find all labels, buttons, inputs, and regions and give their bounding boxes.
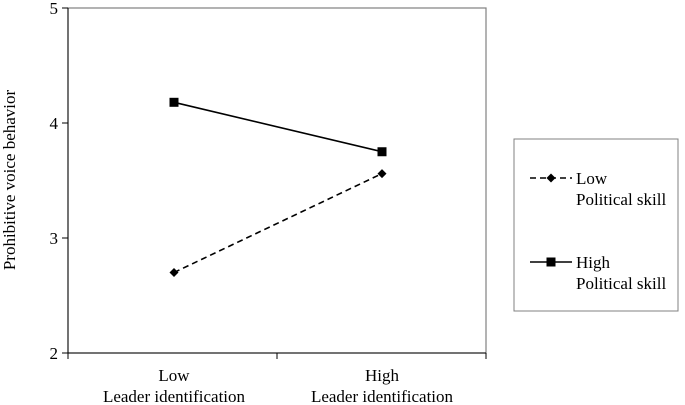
- data-point-marker: [169, 268, 179, 277]
- series-low-political-skill: [169, 169, 387, 277]
- legend: Low Political skill High Political skill: [530, 169, 666, 293]
- y-axis-title: Prohibitive voice behavior: [0, 89, 19, 270]
- x-ticks: Low Leader identification High Leader ident…: [67, 353, 487, 405]
- legend-label: High: [576, 253, 611, 272]
- data-point-marker: [377, 169, 387, 179]
- series-line: [173, 172, 383, 274]
- y-tick-label: 5: [50, 0, 59, 18]
- x-tick-label: Leader identification: [311, 387, 454, 405]
- series-line: [173, 101, 383, 153]
- legend-marker: [546, 257, 556, 267]
- legend-label: Political skill: [576, 274, 666, 293]
- y-tick-label: 2: [50, 344, 59, 363]
- y-tick-label: 3: [50, 229, 59, 248]
- x-tick-label: High: [365, 366, 400, 385]
- legend-box: [513, 138, 679, 312]
- series-high-political-skill: [169, 97, 387, 157]
- x-tick-label: Low: [158, 366, 190, 385]
- legend-marker: [546, 173, 556, 183]
- series-layer: [169, 97, 387, 277]
- plot-area: [67, 7, 487, 354]
- y-tick-label: 4: [50, 114, 59, 133]
- legend-label: Low: [576, 169, 608, 188]
- x-tick-label: Leader identification: [103, 387, 246, 405]
- y-ticks: 2 3 4 5: [50, 0, 68, 363]
- data-point-marker: [169, 97, 179, 107]
- legend-label: Political skill: [576, 190, 666, 209]
- data-point-marker: [377, 147, 387, 157]
